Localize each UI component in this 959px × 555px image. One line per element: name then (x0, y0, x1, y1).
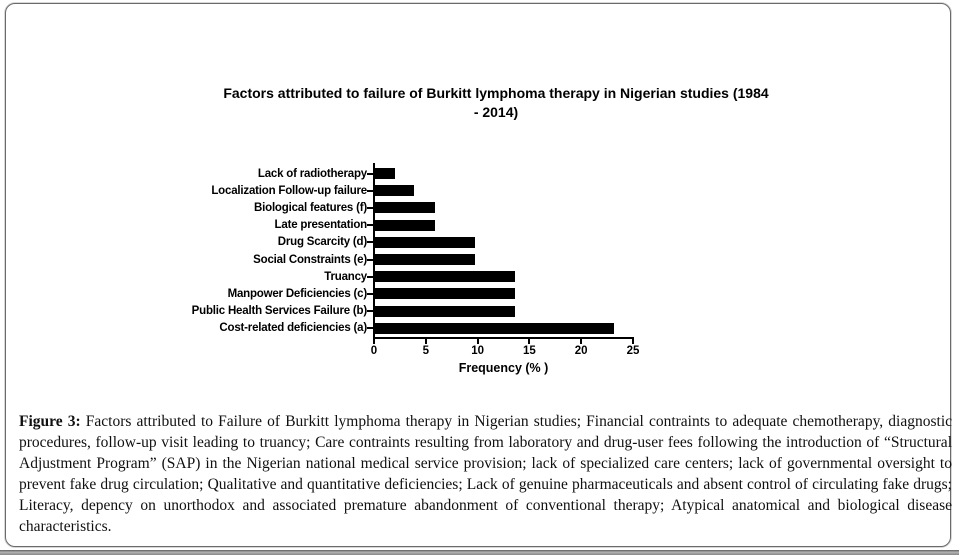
bar (375, 271, 515, 283)
x-tick-mark (424, 339, 427, 344)
category-label: Manpower Deficiencies (c) (227, 287, 368, 300)
category-tick-mark (367, 206, 373, 209)
bar-row: Public Health Services Failure (b) (176, 303, 614, 320)
x-tick-label: 15 (522, 345, 536, 357)
category-label: Late presentation (274, 219, 368, 232)
x-tick-label: 20 (574, 345, 588, 357)
category-tick-mark (367, 258, 373, 261)
category-tick-mark (367, 224, 373, 227)
x-tick-label: 10 (471, 345, 484, 357)
bar-row: Biological features (f) (176, 199, 614, 216)
category-tick-mark (367, 241, 373, 244)
category-label: Truancy (324, 270, 367, 283)
bar-row: Truancy (176, 268, 614, 285)
bottom-divider-bar (0, 550, 959, 555)
bar (375, 202, 436, 214)
bar-row: Lack of radiotherapy (176, 165, 614, 182)
bar-row: Late presentation (176, 217, 614, 234)
category-label: Cost-related deficiencies (a) (219, 322, 367, 335)
x-tick-mark (476, 339, 479, 344)
chart-title: Factors attributed to failure of Burkitt… (146, 84, 846, 122)
bar-row: Localization Follow-up failure (176, 182, 614, 199)
bar (375, 322, 615, 334)
x-tick-mark (580, 339, 583, 344)
figure-caption-text: Factors attributed to Failure of Burkitt… (19, 413, 953, 535)
bar-row: Drug Scarcity (d) (176, 234, 614, 251)
chart-title-line: - 2014) (473, 104, 519, 120)
bar (375, 219, 436, 231)
x-tick-mark (632, 339, 634, 344)
category-tick-mark (367, 327, 373, 330)
category-tick-mark (367, 189, 373, 192)
x-tick-mark (373, 339, 375, 344)
category-tick-mark (367, 310, 373, 313)
category-tick-mark (367, 172, 373, 175)
category-label: Lack of radiotherapy (257, 167, 367, 180)
bar (375, 288, 515, 300)
bar (375, 168, 395, 180)
category-label: Localization Follow-up failure (211, 184, 367, 197)
chart-plot-area: Lack of radiotherapy Localization Follow-… (176, 163, 656, 395)
bar (375, 254, 475, 266)
x-tick-label: 5 (422, 345, 429, 357)
x-axis-line (373, 337, 634, 339)
bar-rows: Lack of radiotherapy Localization Follow-… (176, 165, 615, 337)
bar (375, 305, 515, 317)
category-tick-mark (367, 275, 373, 278)
bar-row: Cost-related deficiencies (a) (176, 320, 615, 337)
figure-frame: Factors attributed to failure of Burkitt… (5, 3, 952, 547)
x-axis-title: Frequency (% ) (458, 361, 549, 375)
chart-title-line: Factors attributed to failure of Burkitt… (223, 85, 769, 101)
category-label: Public Health Services Failure (b) (191, 305, 368, 318)
bar (375, 185, 415, 197)
bar-row: Manpower Deficiencies (c) (176, 285, 614, 302)
category-tick-mark (367, 292, 373, 295)
x-tick-label: 25 (626, 345, 640, 357)
x-tick-label: 0 (370, 345, 378, 357)
category-label: Drug Scarcity (d) (277, 236, 367, 249)
figure-caption: Figure 3: Factors attributed to Failure … (19, 411, 952, 537)
y-axis-line (373, 163, 375, 337)
bar (375, 236, 475, 248)
category-label: Biological features (f) (254, 201, 367, 214)
figure-caption-label: Figure 3: (19, 413, 81, 430)
category-label: Social Constraints (e) (253, 253, 367, 266)
x-tick-mark (528, 339, 531, 344)
bar-row: Social Constraints (e) (176, 251, 614, 268)
